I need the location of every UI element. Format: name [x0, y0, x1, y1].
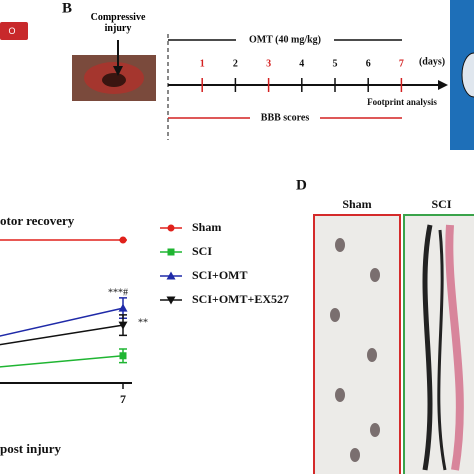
label-bg [250, 111, 320, 125]
drag-mark [422, 224, 433, 471]
group-label: SCI [431, 197, 451, 211]
unit-label: (days) [419, 56, 445, 67]
chart-title: otor recovery [0, 213, 75, 228]
group-label: Sham [342, 197, 371, 211]
marker [118, 303, 128, 312]
day-label: 2 [233, 58, 238, 69]
series-line [0, 355, 124, 368]
marker [118, 321, 128, 330]
marker [119, 352, 127, 360]
injury-label-box: Compressive injury [90, 12, 146, 34]
day-label: 1 [200, 58, 205, 69]
footprint [330, 308, 340, 322]
annotation: ***# [108, 287, 128, 298]
button[interactable] [0, 22, 28, 40]
series-line [0, 307, 124, 337]
panel-letter: D [296, 177, 307, 193]
marker [119, 236, 127, 244]
footprint [335, 238, 345, 252]
legend-label: Sham [192, 220, 221, 234]
wound-core [102, 73, 126, 87]
drag-mark [437, 229, 447, 471]
legend-label: SCI+OMT [192, 268, 248, 282]
x-tick-label: 7 [120, 392, 126, 406]
legend-marker [167, 224, 175, 232]
day-label: 5 [333, 58, 338, 69]
label-bg [236, 33, 334, 47]
footprint-photo [313, 214, 401, 474]
photo-detail [461, 52, 474, 98]
treatment-label: OMT (40 mg/kg) [249, 34, 321, 45]
day-label: 3 [266, 58, 271, 69]
legend-marker [166, 296, 176, 305]
annotation: ** [138, 317, 148, 328]
x-axis-label: post injury [0, 441, 62, 456]
footprint [367, 348, 377, 362]
panel-letter: B [62, 0, 72, 16]
footprint [370, 423, 380, 437]
footprint [370, 268, 380, 282]
day-label: 7 [399, 58, 404, 69]
time-arrowhead [438, 80, 448, 90]
series-line [0, 324, 124, 346]
legend-marker [167, 248, 175, 256]
legend-label: SCI+OMT+EX527 [192, 292, 289, 306]
footprint [350, 448, 360, 462]
legend-label: SCI [192, 244, 212, 258]
drag-mark [445, 224, 464, 471]
injury-label: Compressive injury [90, 12, 146, 34]
legend-marker [166, 271, 176, 280]
day-label: 6 [366, 58, 371, 69]
button-label[interactable]: O [8, 26, 15, 36]
bbb-label: BBB scores [261, 112, 310, 123]
injury-arrowhead [113, 66, 123, 76]
footprint [335, 388, 345, 402]
day-label: 4 [299, 58, 304, 69]
footprint-label: Footprint analysis [367, 97, 437, 107]
